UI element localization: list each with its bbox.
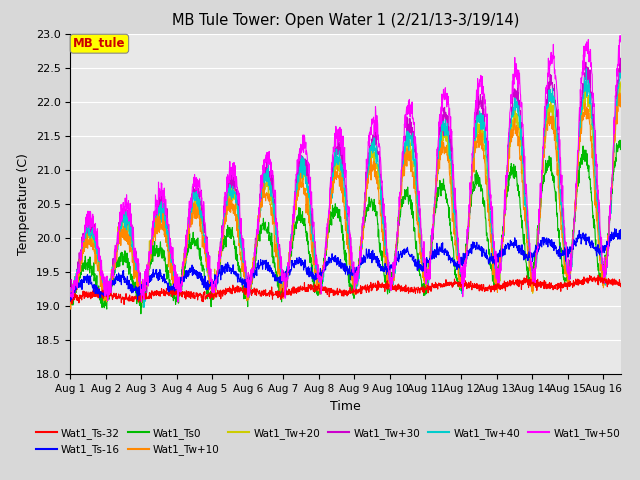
Wat1_Tw+40 — [601, 273, 609, 278]
Wat1_Tw+40 — [500, 221, 508, 227]
Wat1_Tw+40 — [617, 73, 625, 79]
Wat1_Tw+50 — [617, 36, 625, 42]
Wat1_Tw+40 — [95, 262, 102, 267]
Wat1_Ts0 — [335, 215, 342, 221]
Wat1_Tw+40 — [335, 155, 342, 161]
Wat1_Ts-32 — [67, 299, 74, 304]
Wat1_Ts-16 — [601, 243, 609, 249]
Wat1_Ts-32 — [320, 286, 328, 291]
Y-axis label: Temperature (C): Temperature (C) — [17, 153, 30, 255]
Wat1_Ts-16 — [67, 298, 74, 304]
Wat1_Tw+10 — [320, 263, 328, 268]
Wat1_Tw+10 — [95, 259, 102, 265]
Wat1_Tw+10 — [617, 90, 625, 96]
Wat1_Tw+10 — [500, 229, 508, 235]
Wat1_Tw+50 — [174, 299, 182, 305]
Wat1_Ts-32 — [120, 301, 128, 307]
Wat1_Ts-16 — [95, 291, 102, 297]
Wat1_Ts0 — [95, 284, 102, 290]
Wat1_Ts-32 — [595, 272, 602, 278]
Wat1_Tw+20 — [175, 300, 182, 306]
Wat1_Tw+20 — [95, 264, 102, 270]
Wat1_Tw+10 — [601, 278, 609, 284]
Wat1_Ts-32 — [335, 291, 342, 297]
Wat1_Tw+20 — [601, 271, 609, 276]
Wat1_Tw+50 — [95, 254, 102, 260]
Wat1_Tw+10 — [67, 294, 74, 300]
Wat1_Tw+30 — [175, 300, 182, 306]
Line: Wat1_Tw+10: Wat1_Tw+10 — [70, 93, 621, 309]
Wat1_Ts0 — [137, 311, 145, 317]
Wat1_Ts-32 — [601, 277, 609, 283]
Wat1_Tw+30 — [601, 272, 609, 277]
Line: Wat1_Tw+30: Wat1_Tw+30 — [70, 58, 621, 303]
Wat1_Tw+50 — [500, 212, 508, 217]
Wat1_Tw+50 — [320, 268, 328, 274]
Wat1_Tw+30 — [500, 216, 508, 222]
Line: Wat1_Tw+50: Wat1_Tw+50 — [70, 36, 621, 302]
Legend: Wat1_Ts-32, Wat1_Ts-16, Wat1_Ts0, Wat1_Tw+10, Wat1_Tw+20, Wat1_Tw+30, Wat1_Tw+40: Wat1_Ts-32, Wat1_Ts-16, Wat1_Ts0, Wat1_T… — [31, 424, 625, 459]
Wat1_Ts-32 — [500, 285, 508, 291]
Wat1_Ts-16 — [334, 254, 342, 260]
Wat1_Ts-32 — [617, 281, 625, 287]
Line: Wat1_Ts-16: Wat1_Ts-16 — [70, 228, 621, 301]
Wat1_Ts0 — [601, 252, 609, 258]
Wat1_Tw+50 — [335, 139, 342, 145]
Wat1_Tw+30 — [601, 270, 609, 276]
Wat1_Tw+30 — [95, 252, 102, 257]
Wat1_Tw+30 — [616, 55, 624, 61]
Wat1_Tw+20 — [67, 291, 74, 297]
Wat1_Tw+40 — [320, 274, 328, 279]
Wat1_Ts0 — [320, 263, 328, 269]
Wat1_Ts0 — [601, 259, 609, 264]
Wat1_Tw+10 — [601, 269, 609, 275]
Wat1_Ts-16 — [611, 226, 619, 231]
Wat1_Tw+40 — [602, 271, 609, 277]
Title: MB Tule Tower: Open Water 1 (2/21/13-3/19/14): MB Tule Tower: Open Water 1 (2/21/13-3/1… — [172, 13, 519, 28]
Wat1_Tw+10 — [616, 90, 623, 96]
Wat1_Tw+10 — [67, 306, 74, 312]
Text: MB_tule: MB_tule — [73, 37, 125, 50]
Line: Wat1_Tw+40: Wat1_Tw+40 — [70, 69, 621, 308]
X-axis label: Time: Time — [330, 400, 361, 413]
Wat1_Tw+40 — [140, 305, 148, 311]
Wat1_Tw+10 — [335, 175, 342, 180]
Wat1_Tw+30 — [67, 296, 74, 301]
Line: Wat1_Ts0: Wat1_Ts0 — [70, 140, 621, 314]
Wat1_Ts-16 — [601, 245, 609, 251]
Line: Wat1_Ts-32: Wat1_Ts-32 — [70, 275, 621, 304]
Wat1_Ts-32 — [95, 289, 102, 295]
Wat1_Tw+40 — [67, 298, 74, 303]
Wat1_Tw+40 — [582, 66, 590, 72]
Wat1_Ts-16 — [319, 265, 327, 271]
Wat1_Tw+50 — [616, 33, 624, 38]
Line: Wat1_Tw+20: Wat1_Tw+20 — [70, 82, 621, 303]
Wat1_Tw+20 — [320, 261, 328, 266]
Wat1_Tw+20 — [601, 282, 609, 288]
Wat1_Ts-16 — [617, 233, 625, 239]
Wat1_Tw+30 — [335, 142, 342, 148]
Wat1_Tw+20 — [500, 219, 508, 225]
Wat1_Ts-32 — [602, 277, 609, 283]
Wat1_Tw+50 — [601, 269, 609, 275]
Wat1_Tw+50 — [601, 273, 609, 279]
Wat1_Ts0 — [617, 144, 625, 150]
Wat1_Tw+30 — [617, 67, 625, 73]
Wat1_Ts0 — [500, 222, 508, 228]
Wat1_Ts-16 — [500, 252, 508, 258]
Wat1_Tw+20 — [617, 79, 625, 85]
Wat1_Tw+50 — [67, 288, 74, 293]
Wat1_Tw+30 — [320, 261, 328, 266]
Wat1_Tw+20 — [335, 162, 342, 168]
Wat1_Ts0 — [67, 303, 74, 309]
Wat1_Ts0 — [616, 137, 624, 143]
